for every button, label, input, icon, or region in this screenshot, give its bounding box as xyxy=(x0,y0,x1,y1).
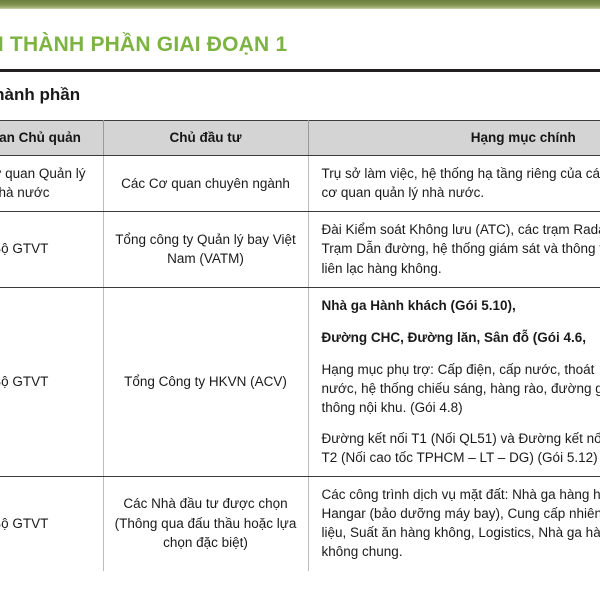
item-line: thông nội khu. (Gói 4.8) xyxy=(321,400,463,416)
cell-investor: Các Cơ quan chuyên ngành xyxy=(103,155,309,213)
slide-title: CÁC DỰ ÁN THÀNH PHẦN GIAI ĐOẠN 1 xyxy=(0,33,288,56)
item-line: Các công trình dịch vụ mặt đất: Nhà ga h… xyxy=(321,486,600,502)
item-line: Hạng mục phụ trợ: Cấp điện, cấp nước, th… xyxy=(321,362,595,378)
top-decorative-band xyxy=(0,0,600,9)
cell-agency: Các Cơ quan Quản lý nhà nước xyxy=(0,155,104,213)
item-line: Trụ sở làm việc, hệ thống hạ tầng riêng … xyxy=(321,166,600,181)
component-projects-table: Cơ quan Chủ quản Chủ đầu tư Hạng mục chí… xyxy=(0,120,600,571)
item-line: không chung. xyxy=(321,544,403,560)
cell-items: Nhà ga Hành khách (Gói 5.10), Đường CHC, … xyxy=(308,287,600,477)
cell-items: Đài Kiểm soát Không lưu (ATC), các trạm … xyxy=(308,211,600,288)
cell-investor: Các Nhà đầu tư được chọn (Thông qua đấu … xyxy=(103,476,309,571)
column-header-agency: Cơ quan Chủ quản xyxy=(0,120,104,156)
item-line: cơ quan quản lý nhà nước. xyxy=(321,185,485,201)
item-line: Trạm Dẫn đường, hệ thống giám sát và thô… xyxy=(321,241,600,257)
item-line: Đài Kiểm soát Không lưu (ATC), các trạm … xyxy=(321,222,600,238)
item-paragraph: Hạng mục phụ trợ: Cấp điện, cấp nước, th… xyxy=(322,360,600,417)
item-paragraph: Các công trình dịch vụ mặt đất: Nhà ga h… xyxy=(322,485,600,562)
cell-investor: Tổng công ty Quản lý bay Việt Nam (VATM) xyxy=(103,211,309,288)
item-highlight: Đường CHC, Đường lăn, Sân đỗ (Gói 4.6, xyxy=(322,328,600,347)
item-line: Hangar (bảo dưỡng máy bay), Cung cấp nhi… xyxy=(321,506,600,522)
cell-agency: Bộ GTVT xyxy=(0,287,104,477)
item-paragraph: Đài Kiểm soát Không lưu (ATC), các trạm … xyxy=(322,220,600,277)
slide-subtitle: Các Dự án Thành phần xyxy=(0,85,81,104)
item-paragraph: Trụ sở làm việc, hệ thống hạ tầng riêng … xyxy=(322,164,600,202)
column-header-items: Hạng mục chính xyxy=(308,120,600,156)
cell-items: Trụ sở làm việc, hệ thống hạ tầng riêng … xyxy=(308,155,600,213)
table-header: Cơ quan Chủ quản Chủ đầu tư Hạng mục chí… xyxy=(0,120,600,156)
cell-investor: Tổng Công ty HKVN (ACV) xyxy=(103,287,309,477)
item-line: Nhà ga Hành khách (Gói 5.10), xyxy=(321,297,516,313)
item-line: nước, hệ thống chiếu sáng, hàng rào, đườ… xyxy=(321,381,600,397)
title-divider-rule xyxy=(0,69,600,72)
item-highlight: Nhà ga Hành khách (Gói 5.10), xyxy=(322,296,600,315)
column-header-investor: Chủ đầu tư xyxy=(103,120,309,156)
item-line: liệu, Suất ăn hàng không, Logistics, Nhà… xyxy=(321,525,600,541)
item-line: Đường kết nối T1 (Nối QL51) và Đường kết… xyxy=(321,430,600,446)
item-line: Đường CHC, Đường lăn, Sân đỗ (Gói 4.6, xyxy=(321,329,587,345)
cell-items: Các công trình dịch vụ mặt đất: Nhà ga h… xyxy=(308,476,600,570)
item-paragraph: Đường kết nối T1 (Nối QL51) và Đường kết… xyxy=(322,429,600,467)
cell-agency: Bộ GTVT xyxy=(0,476,104,571)
cell-agency: Bộ GTVT xyxy=(0,211,104,288)
item-line: liên lạc hàng không. xyxy=(321,260,442,276)
table-header-row: Cơ quan Chủ quản Chủ đầu tư Hạng mục chí… xyxy=(0,120,600,156)
item-line: T2 (Nối cao tốc TPHCM – LT – DG) (Gói 5.… xyxy=(321,449,598,465)
